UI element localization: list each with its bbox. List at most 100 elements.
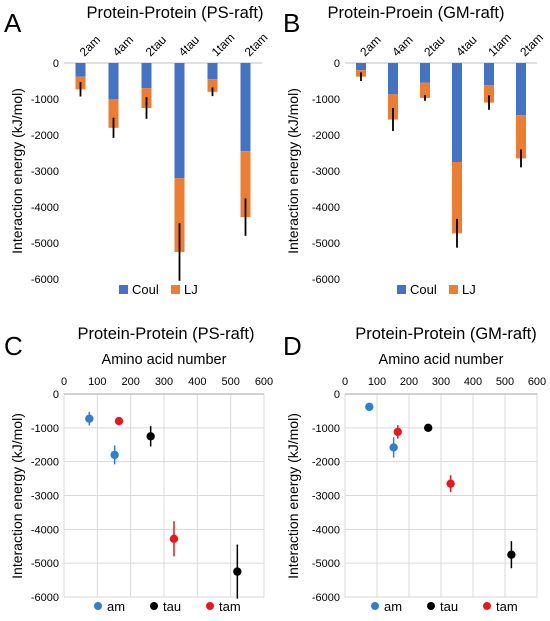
bar-coul-4tau — [452, 63, 462, 162]
y-tick-label: -5000 — [31, 238, 59, 250]
legend-label-coul: Coul — [410, 282, 437, 297]
y-axis-label: Interaction energy (kJ/mol) — [285, 88, 301, 254]
bar-lj-4am — [108, 99, 119, 128]
x-tick-label: 0 — [342, 376, 348, 388]
legend-label-tau: tau — [163, 599, 181, 614]
x-tick-label: 200 — [121, 376, 139, 388]
point-am-0 — [85, 414, 94, 423]
y-tick-label: -6000 — [31, 592, 59, 604]
bar-coul-4am — [108, 63, 119, 99]
point-tam-0 — [393, 427, 402, 437]
legend-label-tau: tau — [440, 599, 458, 614]
point-am-0 — [365, 402, 374, 412]
y-axis-label: Interaction energy (kJ/mol) — [285, 413, 301, 579]
legend-swatch-lj — [449, 285, 458, 294]
bar-lj-1tam — [484, 85, 494, 103]
category-label-4tau: 4tau — [176, 33, 202, 59]
y-tick-label: -1000 — [31, 94, 59, 106]
category-label-4tau: 4tau — [453, 33, 479, 59]
x-axis-label: Amino acid number — [102, 352, 227, 368]
panel-letter-b: B — [283, 8, 300, 38]
bar-coul-2tau — [141, 63, 152, 89]
category-label-2tau: 2tau — [143, 33, 169, 59]
legend-label-tam: tam — [496, 599, 518, 614]
y-tick-label: 0 — [53, 389, 59, 401]
legend-swatch-coul — [397, 285, 406, 294]
bar-lj-2tam — [516, 115, 526, 159]
category-label-4am: 4am — [389, 33, 415, 59]
bar-coul-2am — [356, 63, 366, 71]
y-tick-label: -1000 — [31, 423, 59, 435]
point-tam-0 — [114, 416, 124, 426]
y-tick-label: -6000 — [31, 274, 59, 286]
y-tick-label: -2000 — [31, 130, 59, 142]
bar-coul-2tau — [420, 63, 430, 83]
chart-panel-a: Protein-Protein (PS-raft) Interaction ene… — [9, 4, 270, 297]
x-tick-label: 600 — [255, 376, 273, 388]
bar-lj-4tau — [452, 162, 462, 234]
legend-marker-tau — [427, 602, 435, 610]
category-label-1tam: 1tam — [485, 30, 514, 59]
bar-lj-2tam — [240, 151, 251, 218]
x-tick-label: 600 — [528, 376, 546, 388]
category-label-2tam: 2tam — [517, 30, 546, 59]
chart-panel-d: Protein-Protein (GM-raft) Interaction ene… — [285, 325, 546, 614]
x-tick-label: 300 — [432, 376, 450, 388]
category-label-2tau: 2tau — [421, 33, 447, 59]
y-tick-label: -2000 — [31, 457, 59, 469]
bar-coul-2tam — [240, 63, 251, 152]
y-tick-label: -5000 — [31, 558, 59, 570]
legend-label-am: am — [107, 599, 125, 614]
x-tick-label: 500 — [496, 376, 514, 388]
y-tick-label: -1000 — [312, 423, 340, 435]
legend-marker-tam — [206, 602, 214, 610]
y-tick-label: 0 — [334, 58, 340, 70]
point-am-1 — [389, 443, 398, 452]
legend-marker-tam — [483, 602, 491, 610]
y-tick-label: -4000 — [31, 202, 59, 214]
y-tick-label: -2000 — [312, 130, 340, 142]
bar-coul-2tam — [516, 63, 526, 116]
y-tick-label: -6000 — [312, 274, 340, 286]
bar-lj-4tau — [174, 178, 185, 252]
legend-marker-tau — [150, 602, 158, 610]
legend-label-am: am — [384, 599, 402, 614]
x-tick-label: 100 — [88, 376, 106, 388]
point-tau-1 — [233, 567, 242, 576]
y-tick-label: 0 — [334, 389, 340, 401]
x-tick-label: 300 — [155, 376, 173, 388]
x-tick-label: 100 — [368, 376, 386, 388]
y-axis-label: Interaction energy (kJ/mol) — [9, 88, 25, 254]
x-tick-label: 500 — [221, 376, 239, 388]
y-axis-label: Interaction energy (kJ/mol) — [9, 413, 25, 579]
chart-title: Protein-Protein (GM-raft) — [355, 325, 537, 343]
chart-title: Protein-Proein (GM-raft) — [328, 4, 505, 22]
category-label-2am: 2am — [357, 33, 383, 59]
y-tick-label: -3000 — [312, 491, 340, 503]
chart-title: Protein-Protein (PS-raft) — [87, 4, 264, 22]
panel-letter-a: A — [4, 8, 22, 38]
point-tau-0 — [146, 432, 155, 441]
bar-coul-4am — [388, 63, 398, 95]
y-tick-label: -4000 — [31, 524, 59, 536]
category-label-2am: 2am — [77, 33, 103, 59]
bar-coul-2am — [75, 63, 86, 77]
x-axis-label: Amino acid number — [379, 352, 504, 368]
bar-coul-4tau — [174, 63, 185, 179]
x-tick-label: 0 — [61, 376, 67, 388]
panel-letter-c: C — [4, 331, 23, 361]
bar-coul-1tam — [484, 63, 494, 86]
legend-label-lj: LJ — [184, 282, 198, 297]
category-label-2tam: 2tam — [242, 30, 271, 59]
y-tick-label: -3000 — [31, 166, 59, 178]
y-tick-label: -4000 — [312, 202, 340, 214]
point-tam-1 — [169, 534, 179, 544]
chart-title: Protein-Protein (PS-raft) — [78, 325, 255, 343]
point-tam-1 — [446, 479, 455, 488]
bar-coul-1tam — [207, 63, 218, 80]
panel-letter-d: D — [283, 331, 302, 361]
y-tick-label: -5000 — [312, 238, 340, 250]
bar-lj-1tam — [207, 79, 218, 92]
legend-label-coul: Coul — [132, 282, 159, 297]
